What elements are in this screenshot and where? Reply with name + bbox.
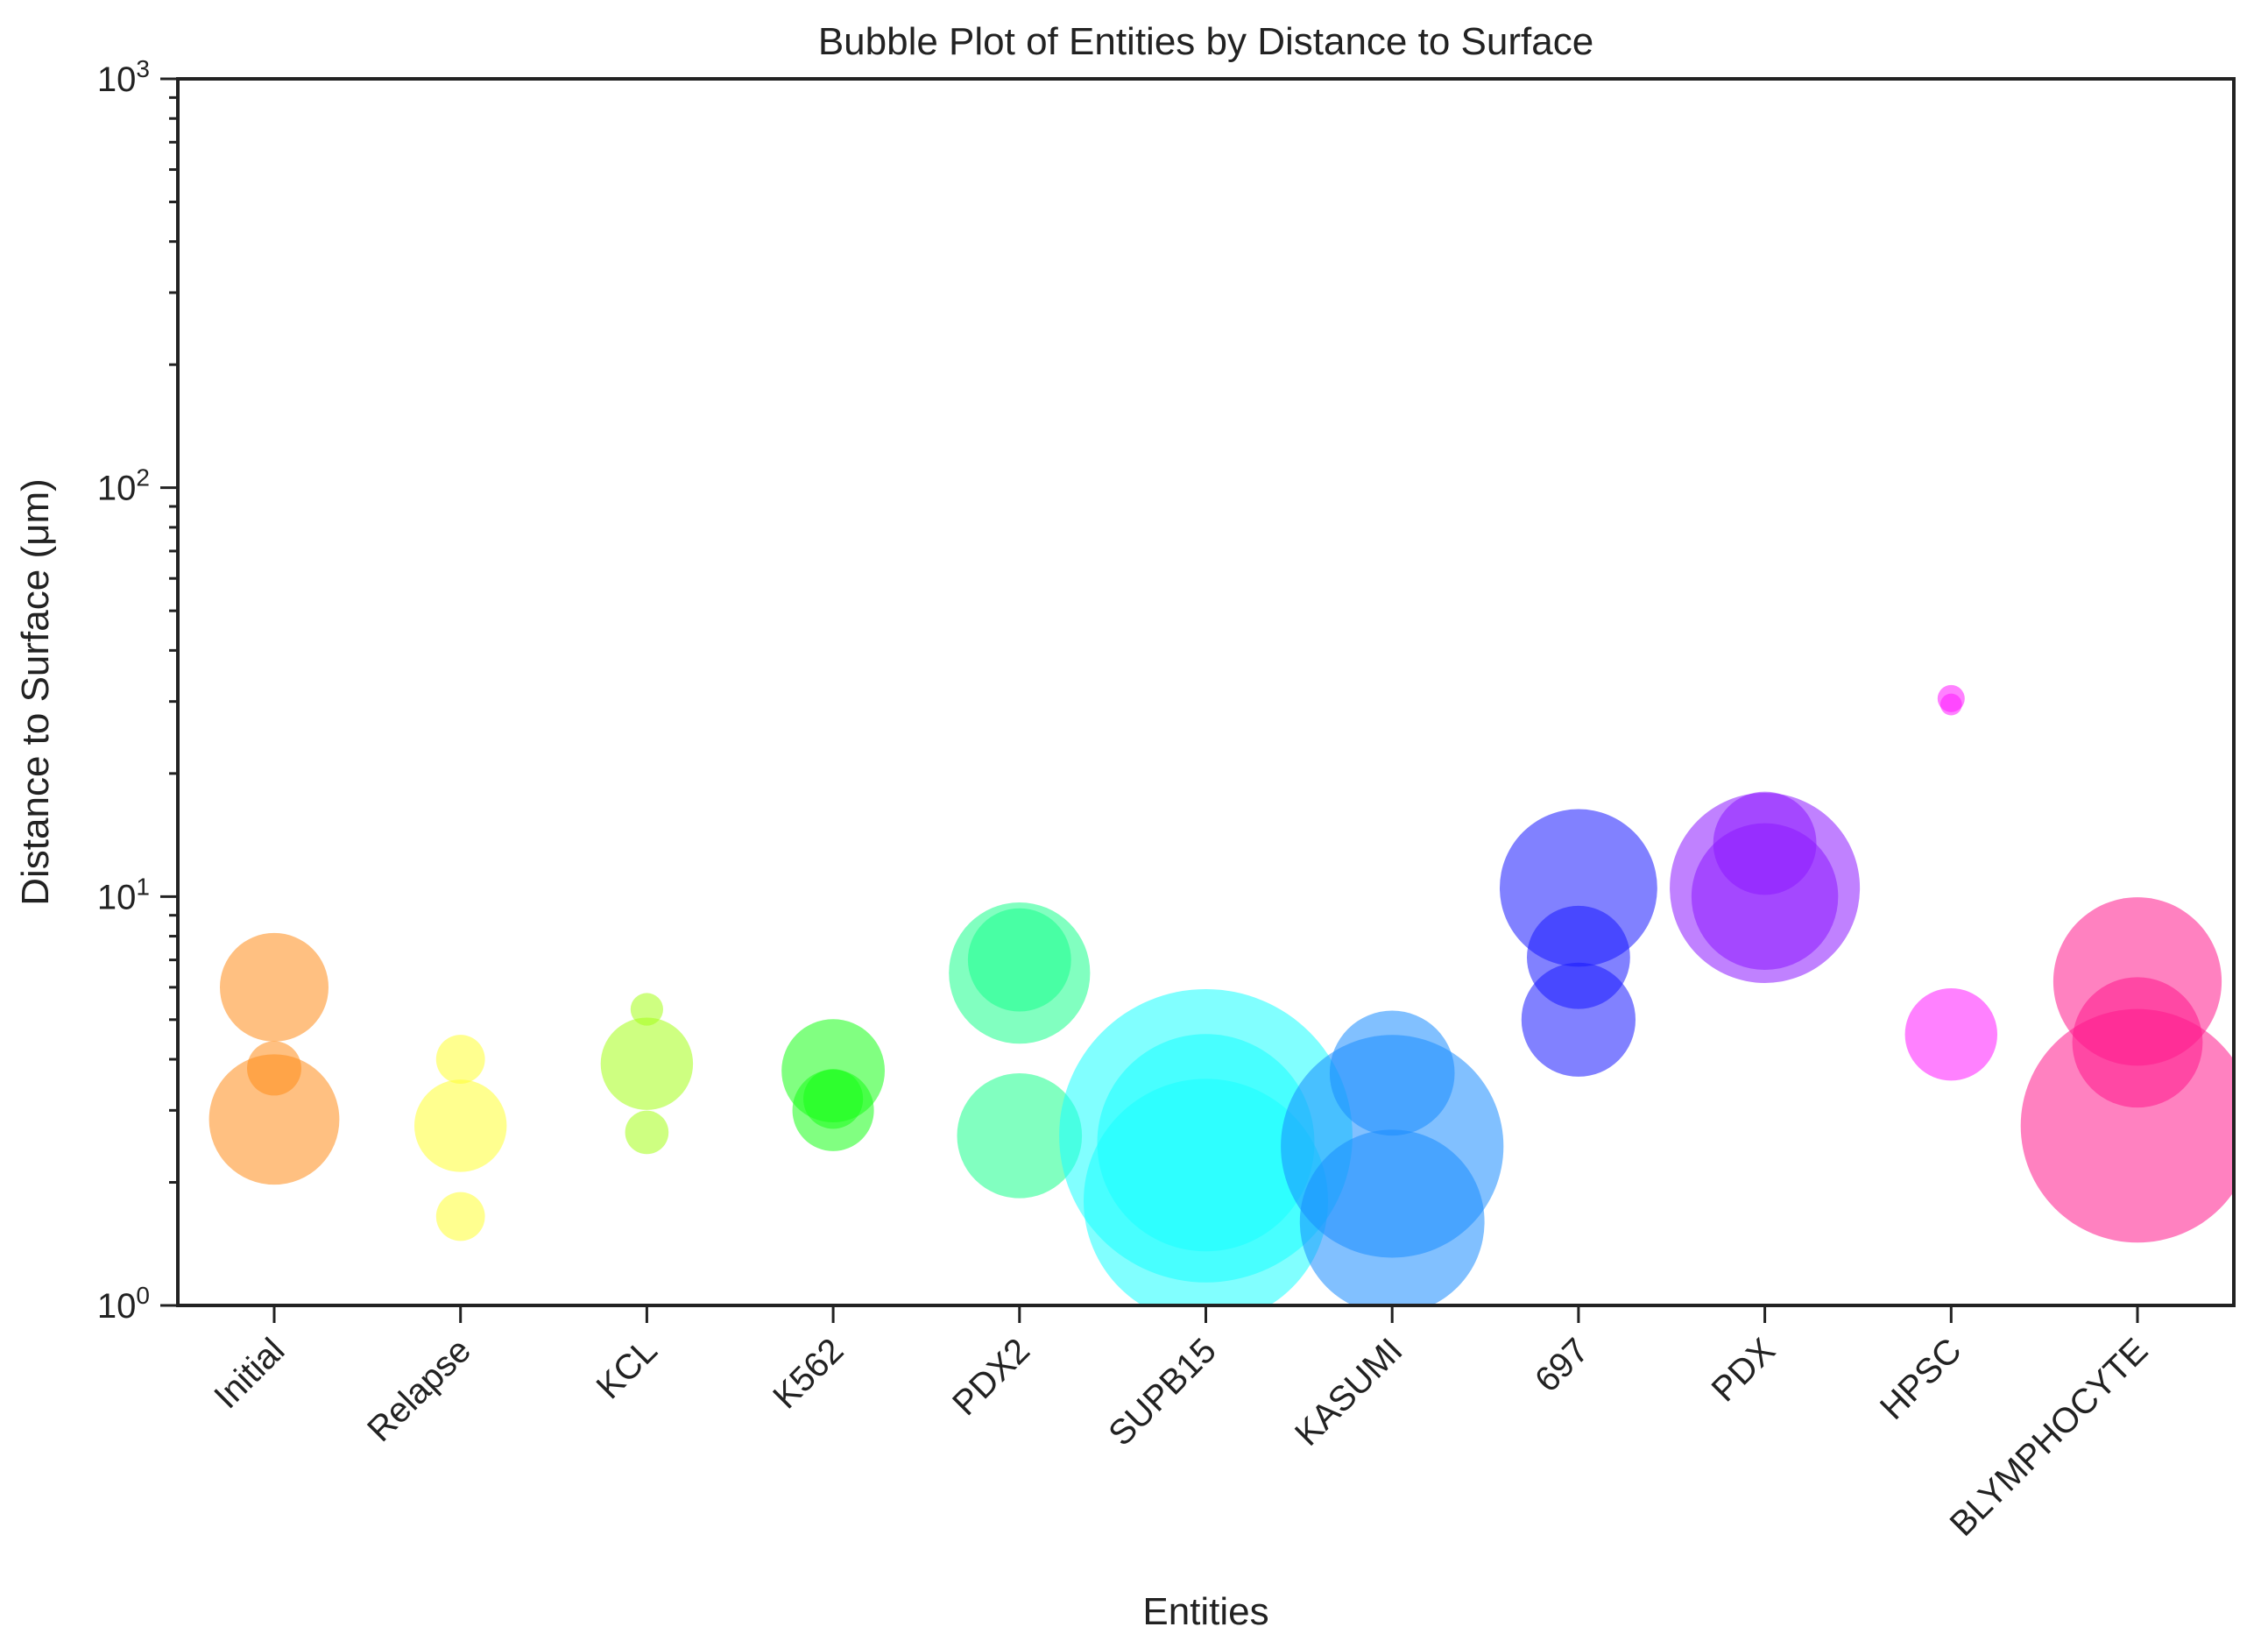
- bubble-pdx-3: [1691, 823, 1839, 971]
- bubble-initial-3: [208, 1054, 340, 1185]
- x-tick-label: BLYMPHOCYTE: [1943, 1331, 2156, 1544]
- bubble-hpsc-3: [1904, 988, 1997, 1081]
- y-tick-label: 103: [97, 55, 150, 99]
- bubble-layer: [208, 684, 2234, 1305]
- bubble-initial-1: [220, 932, 329, 1042]
- bubble-supb15-3: [1084, 1079, 1328, 1305]
- x-tick-label: PDX2: [945, 1331, 1037, 1423]
- bubble-kasumi-3: [1299, 1129, 1485, 1305]
- y-tick-label: 102: [97, 464, 150, 508]
- chart-title: Bubble Plot of Entities by Distance to S…: [818, 20, 1593, 63]
- bubble-pdx2-3: [957, 1073, 1083, 1199]
- x-tick-label: HPSC: [1873, 1331, 1969, 1427]
- x-tick-label: 697: [1528, 1331, 1596, 1399]
- bubble-pdx2-2: [967, 908, 1071, 1012]
- y-axis-title: Distance to Surface (μm): [14, 478, 57, 906]
- x-axis-ticks: Initial Relapse KCL K562 PDX2 SUPB15 KASUMI 697…: [207, 1305, 2155, 1544]
- bubble-relapse-1: [435, 1035, 485, 1084]
- y-tick-label: 101: [97, 873, 150, 916]
- x-tick-label: K562: [766, 1331, 851, 1416]
- bubble-kcl-3: [625, 1110, 669, 1155]
- bubble-697-3: [1521, 962, 1636, 1077]
- x-tick-label: SUPB15: [1101, 1331, 1224, 1453]
- x-tick-label: KASUMI: [1288, 1331, 1410, 1453]
- bubble-relapse-3: [435, 1192, 485, 1241]
- bubble-kcl-1: [630, 993, 664, 1026]
- bubble-k562-3: [792, 1069, 874, 1151]
- x-tick-label: Initial: [207, 1331, 292, 1416]
- bubble-kcl-2: [600, 1017, 694, 1110]
- y-axis-ticks: 100 101 102 103: [97, 55, 178, 1326]
- bubble-hpsc-2: [1939, 693, 1962, 716]
- bubble-relapse-2: [414, 1079, 507, 1172]
- y-tick-label: 100: [97, 1282, 150, 1326]
- x-tick-label: Relapse: [360, 1331, 478, 1449]
- x-axis-title: Entities: [1142, 1590, 1268, 1633]
- x-tick-label: PDX: [1705, 1331, 1783, 1409]
- x-tick-label: KCL: [590, 1331, 665, 1406]
- bubble-blymphocyte-3: [2020, 1008, 2234, 1243]
